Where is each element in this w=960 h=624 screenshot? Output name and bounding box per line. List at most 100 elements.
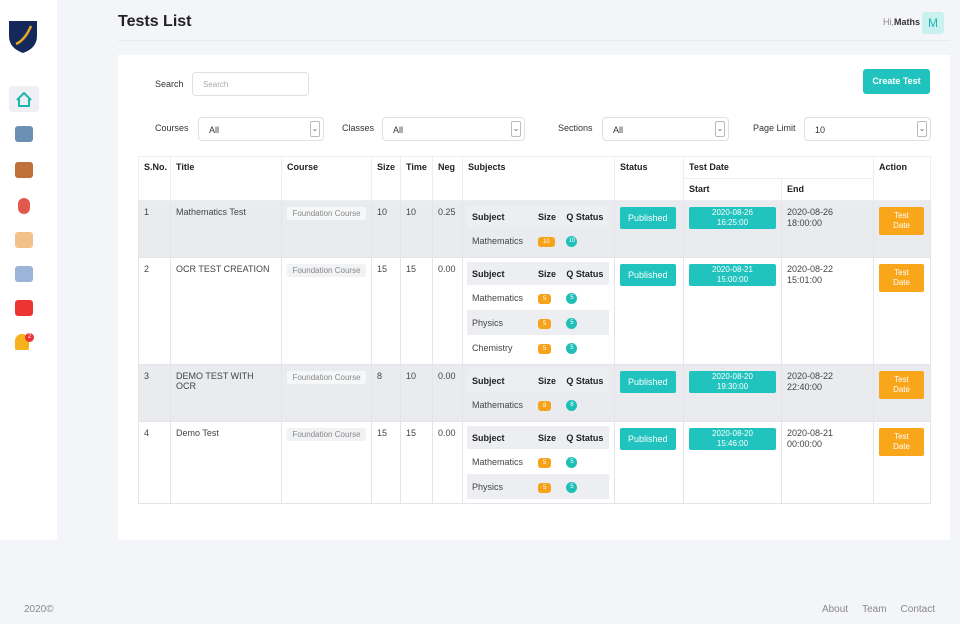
status-button[interactable]: Published — [620, 264, 676, 286]
cell-course: Foundation Course — [281, 200, 372, 258]
subject-row: Mathematics 8 8 — [467, 392, 609, 417]
courses-select[interactable]: All ⌄ — [198, 117, 324, 141]
nav-icon[interactable] — [15, 162, 33, 178]
subject-column-header: Q Status — [561, 426, 609, 449]
nav-icon[interactable] — [15, 126, 33, 142]
create-test-button[interactable]: Create Test — [863, 69, 930, 94]
subject-size-cell: 5 — [533, 449, 561, 474]
cell-start: 2020-08-21 15:00:00 — [683, 257, 782, 365]
test-row: 2 OCR TEST CREATION Foundation Course 15 15 0… — [138, 257, 932, 365]
cell-sno: 4 — [138, 421, 171, 504]
cell-subjects: Subject Size Q Status Mathematics 8 8 — [462, 364, 615, 422]
start-date: 2020-08-20 19:30:00 — [689, 371, 776, 393]
header-row: S.No. Title Course Size Time Neg Subjects Statu… — [138, 156, 932, 201]
nav-icon[interactable] — [15, 300, 33, 316]
sections-value: All — [613, 125, 624, 135]
subject-name: Mathematics — [472, 235, 524, 246]
footer-link[interactable]: About — [821, 604, 849, 615]
home-nav[interactable] — [9, 86, 39, 112]
column-header: Title — [170, 156, 282, 201]
subject-column-header: Size — [533, 426, 562, 449]
cell-sno: 3 — [138, 364, 171, 422]
test-date-button[interactable]: Test Date — [879, 371, 925, 399]
test-date-button[interactable]: Test Date — [879, 207, 925, 235]
start-date: 2020-08-26 16:25:00 — [689, 207, 776, 229]
size-badge: 5 — [538, 343, 552, 354]
size-badge: 10 — [538, 236, 555, 247]
cell-subjects: Subject Size Q Status Mathematics 5 5 Physics 5… — [462, 257, 615, 365]
cell-neg: 0.00 — [432, 364, 463, 422]
classes-select[interactable]: All ⌄ — [382, 117, 525, 141]
logo[interactable] — [7, 18, 39, 54]
cell-start: 2020-08-20 19:30:00 — [683, 364, 782, 422]
cell-title: OCR TEST CREATION — [170, 257, 282, 365]
page-limit-select[interactable]: 10 ⌄ — [804, 117, 931, 141]
subject-column-header: Size — [533, 205, 562, 228]
table-head: S.No. Title Course Size Time Neg Subjects Statu… — [138, 156, 932, 201]
test-date-button[interactable]: Test Date — [879, 428, 925, 456]
subject-name: Mathematics — [472, 456, 524, 467]
avatar[interactable]: M — [922, 12, 944, 34]
column-header: Subjects — [462, 156, 615, 201]
subject-size-cell: 5 — [533, 335, 561, 360]
user-name: Maths — [893, 17, 920, 27]
nav-icon[interactable] — [18, 198, 30, 214]
subject-row: Mathematics 10 10 — [467, 228, 609, 253]
footer-link[interactable]: Contact — [900, 604, 935, 615]
subject-column-header: Q Status — [561, 262, 609, 285]
status-button[interactable]: Published — [620, 428, 676, 450]
q-status-badge: 5 — [566, 457, 578, 468]
card: Search Search Create Test Courses All ⌄ C… — [118, 55, 950, 540]
column-header: Neg — [432, 156, 463, 201]
cell-course: Foundation Course — [281, 257, 372, 365]
subject-column-header: Q Status — [561, 369, 609, 392]
subject-column-header: Q Status — [561, 205, 609, 228]
test-row: 1 Mathematics Test Foundation Course 10 10 0.… — [138, 200, 932, 258]
column-header: Size — [371, 156, 401, 201]
subject-name: Mathematics — [472, 292, 524, 303]
cell-end: 2020-08-21 00:00:00 — [780, 421, 875, 504]
footer-link[interactable]: Team — [862, 604, 887, 615]
table-body: 1 Mathematics Test Foundation Course 10 10 0.… — [138, 200, 932, 504]
subject-header: Subject Size Q Status — [467, 426, 609, 449]
cell-size: 10 — [371, 200, 401, 258]
size-badge: 5 — [538, 457, 552, 468]
tests-table: S.No. Title Course Size Time Neg Subjects Statu… — [138, 156, 932, 504]
status-button[interactable]: Published — [620, 207, 676, 229]
size-badge: 8 — [538, 400, 552, 411]
cell-size: 8 — [371, 364, 401, 422]
end-date: 2020-08-26 18:00:00 — [787, 207, 834, 228]
column-header: Test Date — [682, 156, 875, 179]
column-header: Start — [683, 178, 782, 201]
page-limit-label: Page Limit — [753, 123, 796, 133]
cell-neg: 0.00 — [432, 257, 463, 365]
header-row: Start End — [139, 178, 931, 201]
status-button[interactable]: Published — [620, 371, 676, 393]
cell-start: 2020-08-26 16:25:00 — [683, 200, 782, 258]
course-tag: Foundation Course — [287, 428, 366, 441]
nav-icon[interactable] — [15, 232, 33, 248]
subject-name: Mathematics — [472, 399, 524, 410]
course-tag: Foundation Course — [287, 207, 366, 220]
subjects-table: Subject Size Q Status Mathematics 5 5 Physics 5… — [467, 262, 609, 360]
sections-select[interactable]: All ⌄ — [602, 117, 729, 141]
nav-icon[interactable] — [15, 266, 33, 282]
test-date-button[interactable]: Test Date — [879, 264, 925, 292]
cell-course: Foundation Course — [281, 364, 372, 422]
page-limit-value: 10 — [815, 125, 826, 135]
subject-size-cell: 5 — [533, 310, 562, 335]
subject-row: Chemistry 5 5 — [467, 335, 609, 360]
q-status-cell: 8 — [561, 392, 609, 417]
q-status-badge: 5 — [566, 318, 578, 329]
subject-name: Physics — [467, 310, 533, 335]
subject-row: Physics 5 5 — [467, 474, 609, 499]
test-row: 4 Demo Test Foundation Course 15 15 0.00 Subje… — [138, 421, 932, 504]
q-status-cell: 5 — [561, 310, 609, 335]
search-input[interactable]: Search — [192, 72, 309, 96]
column-header: S.No. — [138, 156, 171, 201]
cell-end: 2020-08-22 22:40:00 — [780, 364, 875, 422]
sections-label: Sections — [558, 123, 593, 133]
end-date: 2020-08-21 00:00:00 — [787, 428, 834, 449]
cell-sno: 2 — [138, 257, 171, 365]
